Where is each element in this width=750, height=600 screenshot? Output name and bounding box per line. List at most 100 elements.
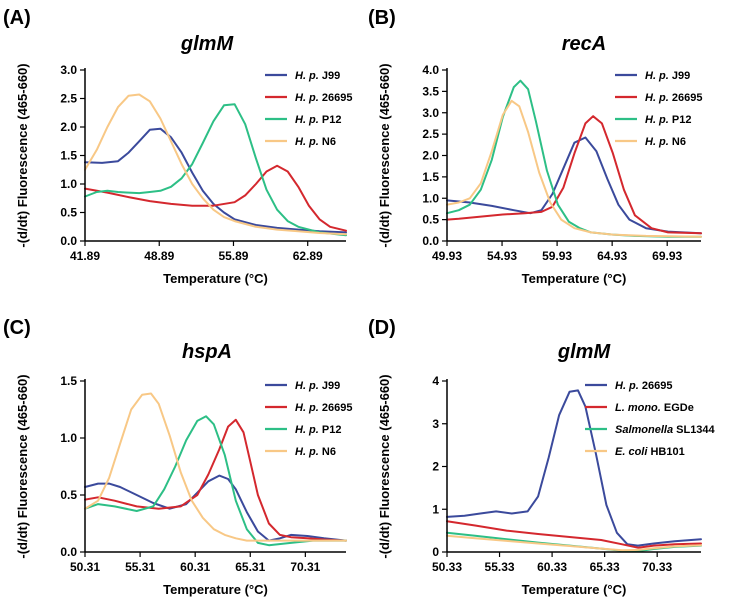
x-tick-label: 55.33 [485,560,515,574]
x-tick-label: 55.31 [125,560,155,574]
series-line-2 [446,115,702,235]
panel-label: (B) [368,7,396,29]
y-tick-label: 1.5 [422,170,439,184]
y-tick-label: 0.5 [60,206,77,220]
legend-species: H. p. [295,92,319,104]
legend-strain: 26695 [319,92,353,104]
series-line-3 [446,79,702,238]
x-axis-label: Temperature (°C) [522,271,627,286]
legend-species: H. p. [645,70,669,82]
legend-strain: J99 [669,70,690,82]
panel-label: (C) [3,317,31,339]
legend-entry: Salmonella SL1344 [615,424,716,436]
series-line-4 [84,392,347,542]
series-line-4 [84,93,347,236]
legend-species: H. p. [295,380,319,392]
x-tick-label: 65.31 [235,560,265,574]
y-tick-label: 1 [432,502,439,516]
x-tick-label: 48.89 [144,249,174,263]
series-line-2 [84,418,347,542]
y-tick-label: 0 [432,545,439,559]
chart-title: glmM [180,33,235,55]
legend-entry: H. p. J99 [295,380,340,392]
legend-species: H. p. [615,380,639,392]
legend-species: H. p. [295,136,319,148]
x-tick-label: 62.89 [293,249,323,263]
x-tick-label: 60.31 [180,560,210,574]
x-axis-label: Temperature (°C) [522,582,627,597]
panel-label: (D) [368,317,396,339]
legend-strain: N6 [319,136,336,148]
series-line-2 [446,520,702,549]
chart-title: recA [562,33,606,55]
legend-strain: SL1344 [673,424,715,436]
legend-entry: H. p. 26695 [645,92,703,104]
series-line-4 [446,534,702,552]
legend-species: H. p. [645,92,669,104]
y-axis-label: -(d/dt) Fluorescence (465-660) [15,63,30,247]
y-tick-label: 4.0 [422,63,439,77]
y-tick-label: 2 [432,460,439,474]
legend-entry: H. p. 26695 [615,380,673,392]
y-tick-label: 2.0 [422,149,439,163]
y-tick-label: 2.5 [422,127,439,141]
y-tick-label: 0.5 [60,488,77,502]
y-tick-label: 3.0 [422,106,439,120]
y-tick-label: 1.5 [60,374,77,388]
legend-species: E. coli [615,446,648,458]
legend-entry: H. p. P12 [645,114,691,126]
chart-title: glmM [557,341,612,363]
y-tick-label: 0.5 [422,213,439,227]
series-line-1 [84,127,347,234]
legend-species: H. p. [295,424,319,436]
legend-entry: E. coli HB101 [615,446,685,458]
legend-strain: P12 [319,424,342,436]
legend-entry: L. mono. EGDe [615,402,694,414]
legend-species: H. p. [645,136,669,148]
x-tick-label: 50.33 [432,560,462,574]
series-line-2 [84,164,347,232]
panel-label: (A) [3,7,31,29]
legend-strain: J99 [319,70,340,82]
legend-strain: EGDe [661,402,694,414]
y-tick-label: 1.5 [60,149,77,163]
y-tick-label: 3.5 [422,84,439,98]
y-tick-label: 2.0 [60,120,77,134]
series-line-1 [446,136,702,235]
legend-strain: 26695 [319,402,353,414]
legend-strain: N6 [669,136,686,148]
legend-entry: H. p. N6 [645,136,686,148]
legend-species: H. p. [295,402,319,414]
y-tick-label: 3.0 [60,63,77,77]
legend-species: H. p. [295,446,319,458]
x-tick-label: 41.89 [70,249,100,263]
legend-strain: J99 [319,380,340,392]
x-tick-label: 64.93 [597,249,627,263]
legend-strain: P12 [669,114,692,126]
legend-species: H. p. [295,70,319,82]
series-line-1 [446,389,702,547]
y-tick-label: 0.0 [60,234,77,248]
chart-panel-a: (A) glmM 0.0 0.5 1.0 1.5 2.0 2.5 3.0 41.89 48.89 55… [3,7,353,286]
legend-entry: H. p. 26695 [295,92,353,104]
legend-strain: 26695 [669,92,703,104]
series-line-4 [446,99,702,238]
y-tick-label: 1.0 [60,431,77,445]
y-tick-label: 1.0 [422,191,439,205]
y-tick-label: 1.0 [60,177,77,191]
legend: H. p. 26695 L. mono. EGDe Salmonella SL134… [585,380,716,458]
x-axis-label: Temperature (°C) [163,582,268,597]
y-tick-label: 0.0 [422,234,439,248]
y-tick-label: 4 [432,374,439,388]
x-axis-label: Temperature (°C) [163,271,268,286]
legend-entry: H. p. P12 [295,424,341,436]
y-tick-label: 3 [432,417,439,431]
series-line-3 [84,103,347,237]
y-tick-label: 0.0 [60,545,77,559]
x-tick-label: 60.33 [537,560,567,574]
x-tick-label: 69.93 [652,249,682,263]
